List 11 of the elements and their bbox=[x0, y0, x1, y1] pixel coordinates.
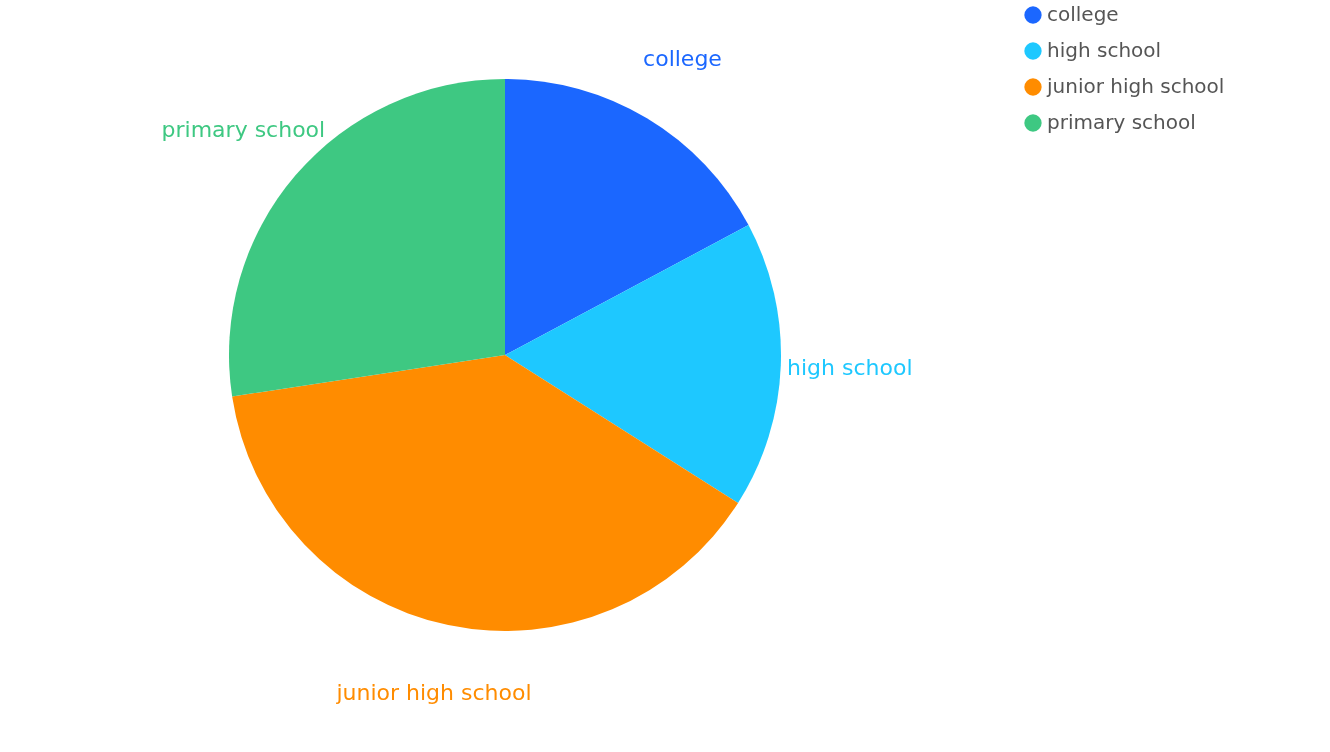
pie-slice bbox=[505, 79, 749, 355]
legend-label: primary school bbox=[1047, 110, 1196, 134]
legend-label: college bbox=[1047, 2, 1119, 26]
slice-label: junior high school bbox=[335, 679, 532, 705]
legend-label: junior high school bbox=[1046, 74, 1225, 98]
pie-slice bbox=[505, 225, 781, 503]
legend-label: high school bbox=[1047, 38, 1162, 62]
pie-slice bbox=[232, 355, 739, 631]
slice-label: college bbox=[643, 46, 722, 72]
slice-label: high school bbox=[787, 355, 913, 380]
slice-label: primary school bbox=[161, 117, 326, 143]
